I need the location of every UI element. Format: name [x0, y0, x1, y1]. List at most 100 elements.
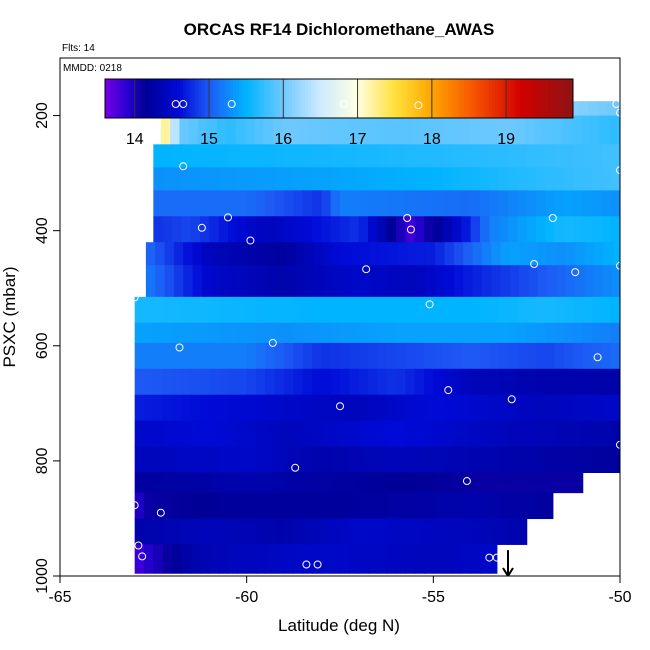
heatmap-cell: [424, 394, 434, 422]
heatmap-cell: [349, 446, 360, 473]
heatmap-cell: [134, 322, 145, 344]
heatmap-cell: [564, 420, 574, 448]
heatmap-cell: [218, 216, 229, 243]
heatmap-cell: [144, 446, 154, 473]
heatmap-cell: [312, 296, 322, 324]
heatmap-cell: [470, 167, 481, 191]
colorbar-segment: [351, 79, 356, 118]
heatmap-cell: [489, 420, 500, 448]
heatmap-cell: [209, 216, 220, 243]
heatmap-cell: [340, 394, 350, 422]
y-axis-label: PSXC (mbar): [0, 266, 19, 367]
heatmap-cell: [386, 190, 397, 217]
heatmap-cell: [592, 368, 602, 396]
heatmap-cell: [209, 368, 220, 396]
x-tick-label: -55: [422, 589, 445, 606]
heatmap-cell: [274, 342, 285, 370]
heatmap-cell: [237, 420, 248, 448]
heatmap-cell: [200, 190, 210, 217]
heatmap-cell: [145, 265, 156, 298]
colorbar-segment: [195, 79, 200, 118]
heatmap-cell: [358, 394, 369, 422]
heatmap-cell: [481, 242, 492, 266]
colorbar-segment: [560, 79, 565, 118]
heatmap-cell: [246, 296, 257, 324]
heatmap-cell: [340, 322, 350, 344]
colorbar-segment: [223, 79, 228, 118]
heatmap-cell: [200, 342, 210, 370]
heatmap-cell: [498, 368, 509, 396]
heatmap-cell: [265, 420, 276, 448]
heatmap-cell: [284, 394, 294, 422]
heatmap-cell: [349, 144, 360, 168]
heatmap-cell: [228, 518, 238, 545]
heatmap-cell: [246, 368, 257, 396]
heatmap-cell: [218, 420, 229, 448]
heatmap-cell: [246, 420, 257, 448]
heatmap-cell: [172, 190, 182, 217]
heatmap-cell: [228, 492, 238, 520]
heatmap-cell: [220, 242, 231, 266]
heatmap-cell: [601, 446, 612, 473]
heatmap-cell: [237, 342, 248, 370]
heatmap-cell: [368, 518, 378, 545]
heatmap-cell: [181, 296, 192, 324]
heatmap-cell: [414, 167, 425, 191]
heatmap-cell: [321, 144, 332, 168]
heatmap-cell: [424, 342, 434, 370]
heatmap-cell: [200, 446, 210, 473]
heatmap-cell: [463, 265, 474, 298]
heatmap-cell: [433, 394, 444, 422]
heatmap-cell: [590, 115, 601, 145]
heatmap-cell: [368, 190, 378, 217]
colorbar-segment: [370, 79, 374, 118]
colorbar-tick-label: 16: [274, 131, 292, 148]
heatmap-cell: [302, 518, 313, 545]
heatmap-cell: [153, 394, 164, 422]
heatmap-cell: [452, 190, 462, 217]
heatmap-cell: [254, 115, 265, 145]
heatmap-cell: [170, 115, 181, 145]
heatmap-cell: [368, 446, 378, 473]
heatmap-cell: [461, 190, 472, 217]
colorbar-segment: [554, 79, 558, 118]
heatmap-cell: [405, 446, 416, 473]
heatmap-cell: [610, 216, 620, 243]
heatmap-cell: [481, 265, 492, 298]
heatmap-cell: [246, 518, 257, 545]
heatmap-cell: [582, 216, 593, 243]
colorbar-segment: [519, 79, 524, 118]
colorbar-segment: [501, 79, 505, 118]
heatmap-cell: [340, 216, 350, 243]
heatmap-cell: [461, 446, 472, 473]
heatmap-cell: [491, 242, 502, 266]
heatmap-cell: [508, 322, 518, 344]
heatmap-cell: [330, 518, 341, 545]
heatmap-cell: [263, 115, 274, 145]
colorbar-segment: [120, 79, 125, 118]
heatmap-cell: [368, 394, 378, 422]
heatmap-cell: [153, 446, 164, 473]
heatmap-cell: [358, 144, 369, 168]
heatmap-cell: [452, 544, 462, 574]
heatmap-cell: [592, 322, 602, 344]
colorbar-segment: [360, 79, 365, 118]
heatmap-cell: [536, 190, 546, 217]
colorbar-segment: [423, 79, 427, 118]
heatmap-cell: [534, 115, 545, 145]
heatmap-cell: [610, 420, 620, 448]
heatmap-cell: [218, 394, 229, 422]
heatmap-cell: [433, 518, 444, 545]
heatmap-cell: [377, 296, 388, 324]
heatmap-cell: [349, 518, 360, 545]
heatmap-cell: [442, 492, 453, 520]
heatmap-cell: [293, 368, 304, 396]
heatmap-cell: [526, 167, 537, 191]
heatmap-cell: [162, 216, 173, 243]
heatmap-cell: [405, 420, 416, 448]
heatmap-cell: [179, 115, 190, 145]
heatmap-cell: [218, 190, 229, 217]
heatmap-cell: [610, 368, 620, 396]
heatmap-cell: [134, 492, 145, 520]
colorbar-segment: [395, 79, 399, 118]
